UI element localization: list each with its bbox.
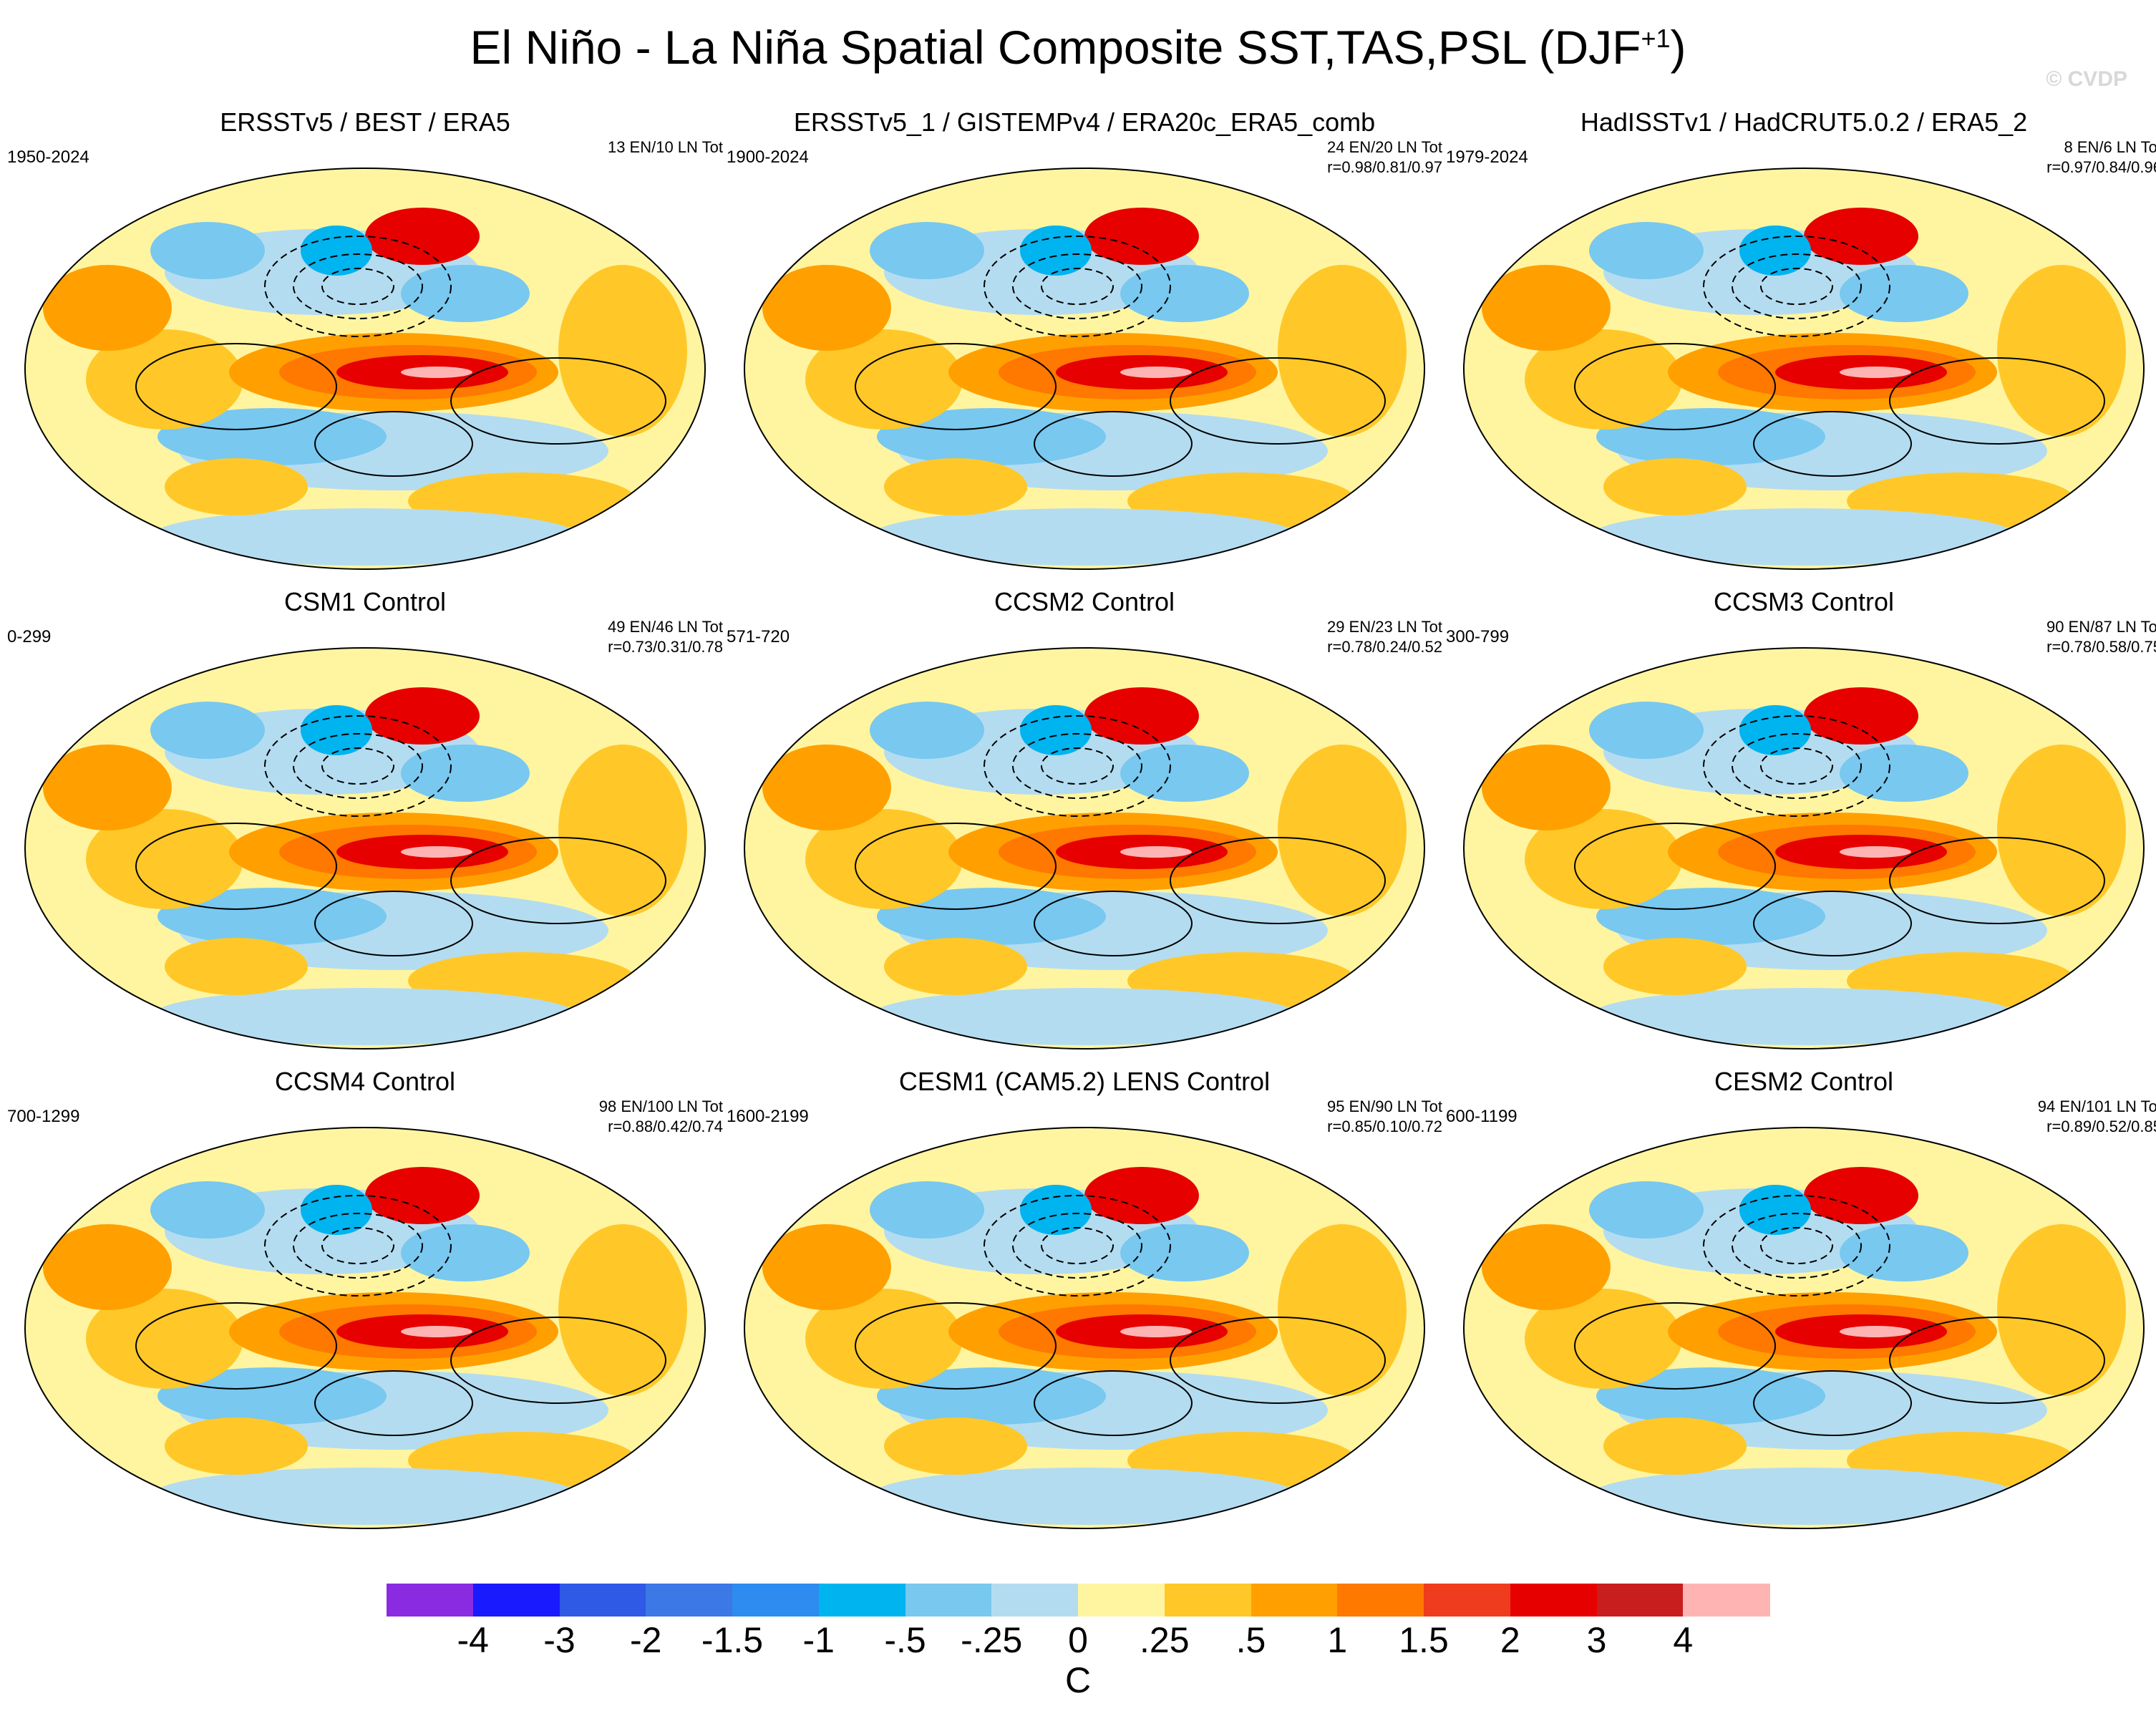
colorbar: [387, 1584, 1770, 1617]
sst-composite-map: [744, 168, 1425, 570]
map-panel: ERSSTv5_1 / GISTEMPv4 / ERA20c_ERA5_comb…: [727, 107, 1442, 580]
colorbar-swatch: [1683, 1584, 1770, 1617]
colorbar-swatch: [1424, 1584, 1511, 1617]
colorbar-swatch: [472, 1584, 560, 1617]
sst-composite-map: [1463, 168, 2145, 570]
panel-title: HadISSTv1 / HadCRUT5.0.2 / ERA5_2: [1580, 107, 2028, 137]
event-count: 94 EN/101 LN Tot: [2037, 1097, 2156, 1115]
pattern-correlation: r=0.88/0.42/0.74: [608, 1118, 723, 1135]
colorbar-swatch: [818, 1584, 906, 1617]
colorbar-tick-label: 0: [1068, 1620, 1088, 1660]
sst-composite-map: [24, 647, 706, 1050]
colorbar-tick-label: -3: [543, 1620, 576, 1660]
panel-years: 700-1299: [7, 1107, 80, 1126]
panel-years: 300-799: [1446, 627, 1510, 646]
colorbar-tick-label: 4: [1673, 1620, 1694, 1660]
colorbar-swatch: [991, 1584, 1079, 1617]
sst-composite-map: [24, 168, 706, 570]
map-panel: CESM2 Control 600-1199 94 EN/101 LN Tot r=0…: [1446, 1067, 2156, 1539]
panel-years: 571-720: [727, 627, 790, 646]
colorbar-tick-label: .25: [1139, 1620, 1190, 1660]
pattern-correlation: r=0.89/0.52/0.85: [2046, 1118, 2156, 1135]
map-panel: ERSSTv5 / BEST / ERA5 1950-2024 13 EN/10 L…: [7, 107, 723, 580]
panel-title: ERSSTv5_1 / GISTEMPv4 / ERA20c_ERA5_comb: [793, 107, 1376, 137]
colorbar-swatch: [1251, 1584, 1339, 1617]
panel-counts: 90 EN/87 LN Tot r=0.78/0.58/0.75: [2046, 617, 2156, 657]
colorbar-tick-label: .5: [1235, 1620, 1266, 1660]
panel-title: CESM1 (CAM5.2) LENS Control: [898, 1067, 1271, 1096]
panel-counts: 98 EN/100 LN Tot r=0.88/0.42/0.74: [599, 1097, 723, 1137]
colorbar-tick-label: 2: [1500, 1620, 1520, 1660]
pattern-correlation: r=0.97/0.84/0.96: [2046, 158, 2156, 176]
event-count: 95 EN/90 LN Tot: [1326, 1097, 1442, 1115]
colorbar-tick-label: -2: [630, 1620, 662, 1660]
event-count: 13 EN/10 LN Tot: [607, 138, 723, 156]
panel-counts: 95 EN/90 LN Tot r=0.85/0.10/0.72: [1327, 1097, 1442, 1137]
sst-composite-map: [744, 1127, 1425, 1529]
colorbar-swatch: [905, 1584, 993, 1617]
panel-title: ERSSTv5 / BEST / ERA5: [220, 107, 510, 137]
figure-title: El Niño - La Niña Spatial Composite SST,…: [470, 21, 1686, 74]
colorbar-swatch: [1596, 1584, 1684, 1617]
map-panel: CCSM2 Control 571-720 29 EN/23 LN Tot r=0.7…: [727, 587, 1442, 1060]
event-count: 8 EN/6 LN Tot: [2064, 138, 2156, 156]
pattern-correlation: r=0.78/0.58/0.75: [2046, 638, 2156, 656]
panel-years: 1900-2024: [727, 147, 809, 167]
sst-composite-map: [1463, 1127, 2145, 1529]
colorbar-swatch: [646, 1584, 733, 1617]
colorbar-swatch: [1510, 1584, 1598, 1617]
panel-counts: 94 EN/101 LN Tot r=0.89/0.52/0.85: [2038, 1097, 2156, 1137]
map-panel: CCSM3 Control 300-799 90 EN/87 LN Tot r=0.7…: [1446, 587, 2156, 1060]
pattern-correlation: r=0.85/0.10/0.72: [1327, 1118, 1442, 1135]
panel-title: CESM2 Control: [1714, 1067, 1894, 1096]
panel-years: 600-1199: [1446, 1107, 1518, 1126]
panel-title: CCSM2 Control: [994, 587, 1175, 616]
colorbar-unit: C: [1064, 1660, 1092, 1700]
event-count: 24 EN/20 LN Tot: [1326, 138, 1442, 156]
sst-composite-map: [1463, 647, 2145, 1050]
colorbar-tick-label: 1.5: [1399, 1620, 1449, 1660]
event-count: 90 EN/87 LN Tot: [2046, 618, 2156, 636]
colorbar-tick-label: -.5: [884, 1620, 926, 1660]
sst-composite-map: [24, 1127, 706, 1529]
map-panel: HadISSTv1 / HadCRUT5.0.2 / ERA5_2 1979-20…: [1446, 107, 2156, 580]
cvdp-watermark: © CVDP: [2046, 67, 2127, 91]
event-count: 98 EN/100 LN Tot: [598, 1097, 723, 1115]
event-count: 49 EN/46 LN Tot: [607, 618, 723, 636]
panel-years: 1950-2024: [7, 147, 89, 167]
panel-years: 1600-2199: [727, 1107, 809, 1126]
panel-counts: 8 EN/6 LN Tot r=0.97/0.84/0.96: [2046, 137, 2156, 178]
colorbar-tick-label: -4: [457, 1620, 489, 1660]
colorbar-swatch: [1164, 1584, 1252, 1617]
panel-title: CCSM3 Control: [1713, 587, 1895, 616]
panel-title: CSM1 Control: [283, 587, 447, 616]
colorbar-swatch: [1078, 1584, 1165, 1617]
pattern-correlation: r=0.73/0.31/0.78: [608, 638, 723, 656]
panel-years: 0-299: [7, 627, 52, 646]
colorbar-tick-label: 1: [1327, 1620, 1348, 1660]
event-count: 29 EN/23 LN Tot: [1326, 618, 1442, 636]
colorbar-tick-label: -.25: [961, 1620, 1023, 1660]
panel-counts: 29 EN/23 LN Tot r=0.78/0.24/0.52: [1327, 617, 1442, 657]
colorbar-swatch: [1337, 1584, 1424, 1617]
panel-years: 1979-2024: [1446, 147, 1528, 167]
map-panel: CCSM4 Control 700-1299 98 EN/100 LN Tot r=0…: [7, 1067, 723, 1539]
pattern-correlation: r=0.98/0.81/0.97: [1327, 158, 1442, 176]
colorbar-swatch: [387, 1584, 474, 1617]
panel-counts: 13 EN/10 LN Tot: [608, 137, 723, 157]
map-panel: CSM1 Control 0-299 49 EN/46 LN Tot r=0.73/0…: [7, 587, 723, 1060]
colorbar-tick-label: 3: [1586, 1620, 1607, 1660]
colorbar-tick-label: -1: [802, 1620, 835, 1660]
colorbar-swatch: [732, 1584, 820, 1617]
colorbar-swatch: [559, 1584, 647, 1617]
panel-title: CCSM4 Control: [274, 1067, 456, 1096]
sst-composite-map: [744, 647, 1425, 1050]
map-panel: CESM1 (CAM5.2) LENS Control 1600-2199 95 E…: [727, 1067, 1442, 1539]
colorbar-tick-label: -1.5: [701, 1620, 764, 1660]
panel-counts: 49 EN/46 LN Tot r=0.73/0.31/0.78: [608, 617, 723, 657]
panel-counts: 24 EN/20 LN Tot r=0.98/0.81/0.97: [1327, 137, 1442, 178]
pattern-correlation: r=0.78/0.24/0.52: [1327, 638, 1442, 656]
